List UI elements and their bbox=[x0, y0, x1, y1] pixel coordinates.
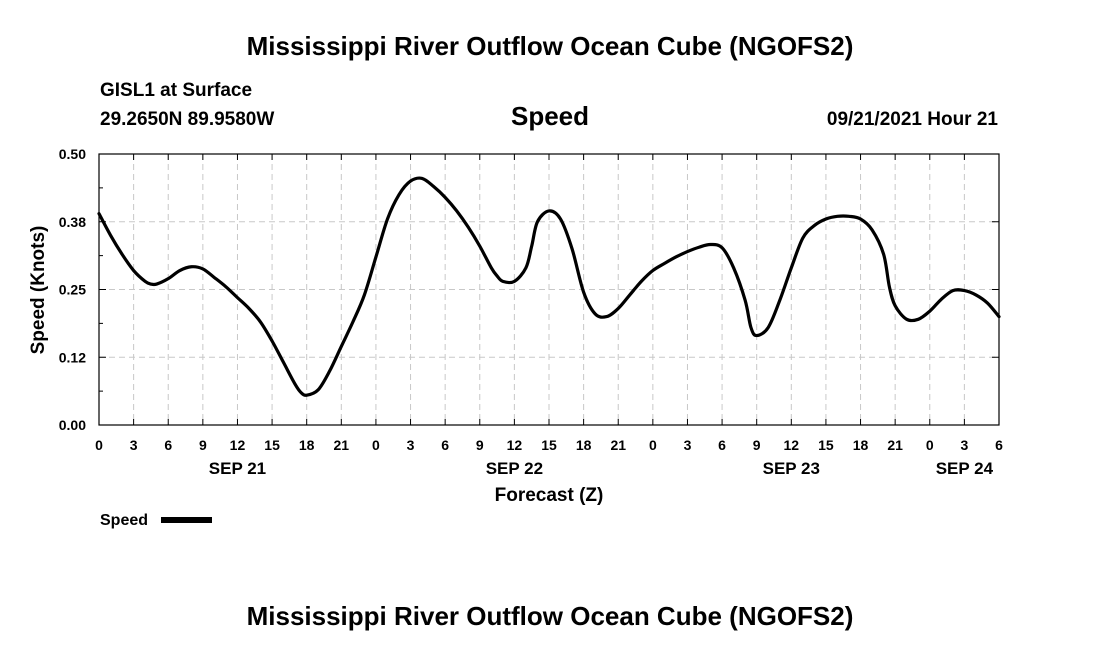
y-tick-label: 0.50 bbox=[59, 146, 86, 162]
x-date-label: SEP 22 bbox=[486, 459, 543, 478]
chart-main-title: Mississippi River Outflow Ocean Cube (NG… bbox=[247, 31, 854, 61]
x-tick-label: 21 bbox=[334, 437, 350, 453]
grid-lines bbox=[99, 154, 999, 425]
x-tick-label: 6 bbox=[718, 437, 726, 453]
x-tick-label: 0 bbox=[926, 437, 934, 453]
x-tick-label: 9 bbox=[476, 437, 484, 453]
y-axis-title: Speed (Knots) bbox=[28, 226, 49, 355]
x-tick-label: 9 bbox=[199, 437, 207, 453]
x-tick-label: 0 bbox=[95, 437, 103, 453]
y-tick-label: 0.12 bbox=[59, 349, 86, 365]
x-tick-label: 12 bbox=[507, 437, 523, 453]
x-tick-label: 3 bbox=[960, 437, 968, 453]
x-tick-label: 3 bbox=[130, 437, 138, 453]
x-tick-label: 3 bbox=[407, 437, 415, 453]
x-tick-label: 6 bbox=[995, 437, 1003, 453]
y-tick-label: 0.38 bbox=[59, 214, 86, 230]
x-tick-label: 0 bbox=[372, 437, 380, 453]
x-tick-label: 9 bbox=[753, 437, 761, 453]
x-date-label: SEP 23 bbox=[763, 459, 820, 478]
legend-swatch bbox=[161, 517, 212, 523]
x-tick-label: 15 bbox=[818, 437, 834, 453]
series-line-speed bbox=[97, 176, 1001, 397]
x-tick-label: 21 bbox=[887, 437, 903, 453]
x-date-label: SEP 21 bbox=[209, 459, 266, 478]
x-axis: 0 3 6 9 12 15 18 21 0 3 6 9 12 15 18 21 0 3 6 9 12 15 18 21 0 3 6 bbox=[95, 154, 1003, 453]
variable-title: Speed bbox=[511, 101, 589, 131]
series-speed bbox=[97, 176, 1001, 397]
x-date-label: SEP 24 bbox=[936, 459, 994, 478]
x-tick-label: 18 bbox=[853, 437, 869, 453]
x-tick-label: 21 bbox=[610, 437, 626, 453]
footer-title: Mississippi River Outflow Ocean Cube (NG… bbox=[247, 601, 854, 631]
y-axis: 0.00 0.12 0.25 0.38 0.50 bbox=[59, 146, 999, 433]
x-tick-label: 12 bbox=[230, 437, 246, 453]
x-axis-dates: SEP 21 SEP 22 SEP 23 SEP 24 bbox=[209, 459, 994, 478]
legend: Speed bbox=[100, 512, 212, 529]
station-coords: 29.2650N 89.9580W bbox=[100, 109, 274, 130]
y-tick-label: 0.25 bbox=[59, 282, 86, 298]
x-tick-label: 6 bbox=[441, 437, 449, 453]
x-tick-label: 0 bbox=[649, 437, 657, 453]
x-tick-label: 18 bbox=[299, 437, 315, 453]
x-tick-label: 12 bbox=[784, 437, 800, 453]
y-tick-label: 0.00 bbox=[59, 417, 86, 433]
x-tick-label: 6 bbox=[164, 437, 172, 453]
x-tick-label: 3 bbox=[684, 437, 692, 453]
x-tick-label: 15 bbox=[264, 437, 280, 453]
x-tick-label: 15 bbox=[541, 437, 557, 453]
station-label: GISL1 at Surface bbox=[100, 80, 252, 101]
legend-label: Speed bbox=[100, 512, 148, 529]
x-axis-title: Forecast (Z) bbox=[495, 485, 604, 506]
forecast-run-time: 09/21/2021 Hour 21 bbox=[827, 109, 999, 130]
x-tick-label: 18 bbox=[576, 437, 592, 453]
